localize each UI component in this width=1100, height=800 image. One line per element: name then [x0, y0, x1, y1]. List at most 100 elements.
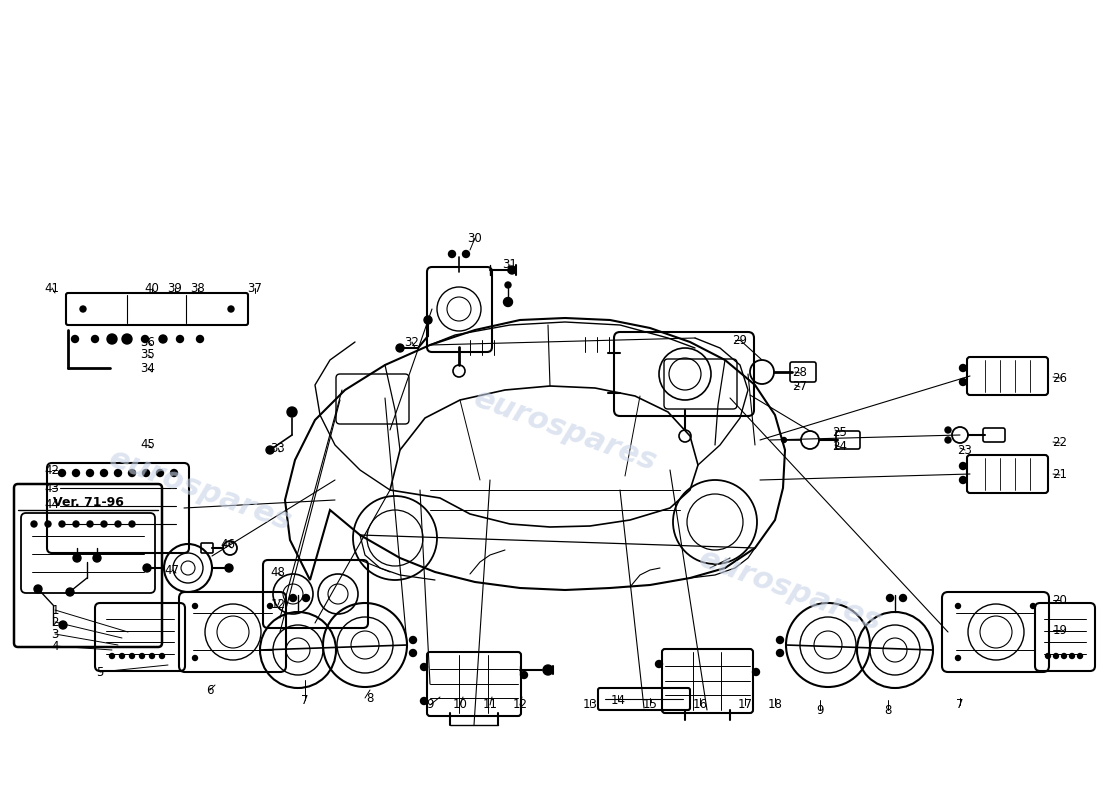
Circle shape [140, 654, 144, 658]
Circle shape [59, 621, 67, 629]
Circle shape [58, 470, 66, 477]
Circle shape [129, 470, 135, 477]
Text: 19: 19 [1053, 623, 1067, 637]
Circle shape [900, 594, 906, 602]
Text: 45: 45 [141, 438, 155, 451]
Text: 40: 40 [144, 282, 159, 294]
Circle shape [959, 477, 967, 483]
Text: 8: 8 [884, 703, 892, 717]
Text: 7: 7 [301, 694, 309, 706]
Circle shape [945, 427, 952, 433]
Circle shape [72, 335, 78, 342]
Text: 12: 12 [513, 698, 528, 711]
Text: 29: 29 [733, 334, 748, 346]
Circle shape [302, 594, 309, 602]
Text: 46: 46 [220, 538, 235, 551]
Circle shape [192, 603, 198, 609]
Circle shape [959, 378, 967, 386]
Circle shape [143, 470, 150, 477]
Circle shape [34, 585, 42, 593]
Text: 25: 25 [833, 426, 847, 438]
Circle shape [120, 654, 124, 658]
Circle shape [176, 335, 184, 342]
Circle shape [1031, 603, 1035, 609]
Text: 42: 42 [44, 463, 59, 477]
Circle shape [289, 594, 297, 602]
Circle shape [228, 306, 234, 312]
Text: 27: 27 [792, 381, 807, 394]
Circle shape [504, 298, 513, 306]
Circle shape [107, 334, 117, 344]
Circle shape [73, 521, 79, 527]
Text: 15: 15 [642, 698, 658, 711]
Circle shape [505, 282, 512, 288]
Text: 37: 37 [248, 282, 263, 294]
Circle shape [266, 446, 274, 454]
Circle shape [267, 603, 273, 609]
Circle shape [45, 521, 51, 527]
Circle shape [94, 554, 101, 562]
Circle shape [122, 334, 132, 344]
Text: eurospares: eurospares [470, 383, 660, 477]
Text: 10: 10 [452, 698, 468, 711]
Text: 41: 41 [44, 282, 59, 294]
Circle shape [781, 438, 786, 442]
Text: 34: 34 [141, 362, 155, 374]
Text: 3: 3 [52, 627, 58, 641]
Circle shape [143, 564, 151, 572]
Text: 8: 8 [366, 691, 374, 705]
Circle shape [114, 470, 121, 477]
Text: 9: 9 [427, 698, 433, 711]
Circle shape [752, 669, 759, 675]
Text: 16: 16 [693, 698, 707, 711]
Text: 36: 36 [141, 335, 155, 349]
Circle shape [777, 650, 783, 657]
Text: 23: 23 [958, 443, 972, 457]
Text: 6: 6 [207, 683, 213, 697]
Circle shape [656, 661, 662, 667]
Circle shape [1069, 654, 1075, 658]
Text: 35: 35 [141, 349, 155, 362]
Circle shape [959, 365, 967, 371]
Circle shape [543, 665, 553, 675]
Circle shape [956, 603, 960, 609]
Circle shape [226, 564, 233, 572]
Text: 43: 43 [45, 482, 59, 494]
Circle shape [87, 521, 94, 527]
Circle shape [150, 654, 154, 658]
Text: 7: 7 [956, 698, 964, 711]
Circle shape [101, 521, 107, 527]
Text: eurospares: eurospares [694, 543, 886, 637]
Circle shape [73, 470, 79, 477]
Circle shape [287, 407, 297, 417]
Text: 26: 26 [1053, 371, 1067, 385]
Circle shape [1078, 654, 1082, 658]
Text: 22: 22 [1053, 437, 1067, 450]
Text: Ver. 71-96: Ver. 71-96 [53, 495, 123, 509]
Circle shape [80, 306, 86, 312]
Circle shape [520, 671, 528, 678]
Text: 33: 33 [271, 442, 285, 454]
Circle shape [197, 335, 204, 342]
Circle shape [462, 250, 470, 258]
Text: 14: 14 [610, 694, 626, 706]
Text: 32: 32 [405, 335, 419, 349]
Circle shape [409, 650, 417, 657]
Text: 30: 30 [468, 231, 483, 245]
Circle shape [409, 637, 417, 643]
Text: 4: 4 [52, 639, 58, 653]
Circle shape [449, 250, 455, 258]
Circle shape [156, 470, 164, 477]
Text: 44: 44 [44, 498, 59, 511]
Circle shape [170, 470, 177, 477]
Text: 47: 47 [165, 563, 179, 577]
Text: 20: 20 [1053, 594, 1067, 606]
Circle shape [424, 316, 432, 324]
Text: 24: 24 [833, 441, 847, 454]
Circle shape [59, 521, 65, 527]
Circle shape [192, 655, 198, 661]
Circle shape [142, 335, 148, 342]
Circle shape [160, 335, 167, 343]
Text: 28: 28 [793, 366, 807, 379]
Text: 2: 2 [52, 615, 58, 629]
